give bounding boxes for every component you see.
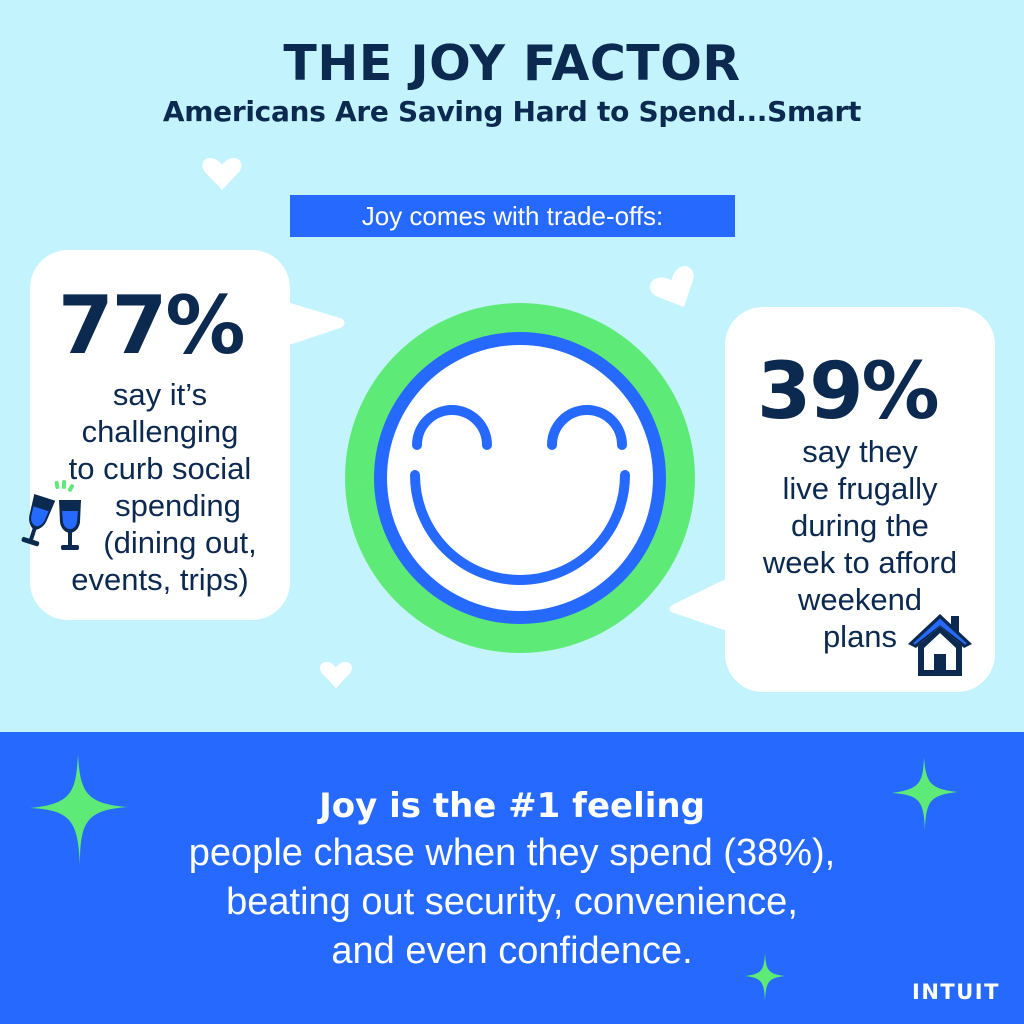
stat-line: (dining out, (103, 525, 257, 560)
page-title: THE JOY FACTOR (283, 35, 741, 92)
stat-line: events, trips) (71, 562, 249, 597)
stat-line: live frugally (782, 471, 938, 506)
sparkle-icon (30, 754, 128, 866)
speech-bubble-tail (280, 300, 345, 348)
intuit-logo: INTUIT (912, 980, 1000, 1004)
smiley-face-icon (345, 303, 695, 653)
stat-line: challenging (81, 414, 239, 449)
stat-description: say they live frugally during the week t… (725, 433, 995, 655)
heart-icon (320, 661, 352, 689)
house-icon (908, 614, 972, 676)
stat-value: 77% (58, 279, 245, 372)
footer-line: beating out security, convenience, (226, 881, 798, 923)
stat-line: weekend (797, 582, 923, 617)
sparkle-icon (892, 757, 958, 831)
stat-bubble-right: 39% say they live frugally during the we… (725, 307, 995, 692)
bottom-panel (0, 732, 1024, 1024)
footer-line: people chase when they spend (38%), (188, 832, 836, 874)
page-subtitle: Americans Are Saving Hard to Spend...Sma… (162, 95, 862, 128)
heart-icon (202, 158, 242, 190)
stat-line: spending (115, 488, 241, 523)
stat-description: say it’s challenging to curb social spen… (30, 376, 290, 598)
stat-line: week to afford (762, 545, 958, 580)
wine-glasses-cheers-icon (21, 480, 81, 550)
footer-headline: Joy is the #1 feeling (319, 786, 705, 826)
sparkle-icon (745, 953, 785, 1001)
speech-bubble-tail (669, 574, 736, 634)
stat-line: plans (822, 619, 898, 654)
stat-line: say it’s (112, 377, 208, 412)
stat-line: say they (802, 434, 918, 469)
stat-bubble-left: 77% say it’s challenging to curb social … (30, 250, 290, 620)
stat-line: to curb social (68, 451, 252, 486)
stat-line: during the (791, 508, 929, 543)
footer-line: and even confidence. (331, 930, 693, 972)
section-label: Joy comes with trade-offs: (290, 195, 735, 237)
heart-icon (650, 266, 694, 308)
stat-value: 39% (757, 347, 940, 437)
